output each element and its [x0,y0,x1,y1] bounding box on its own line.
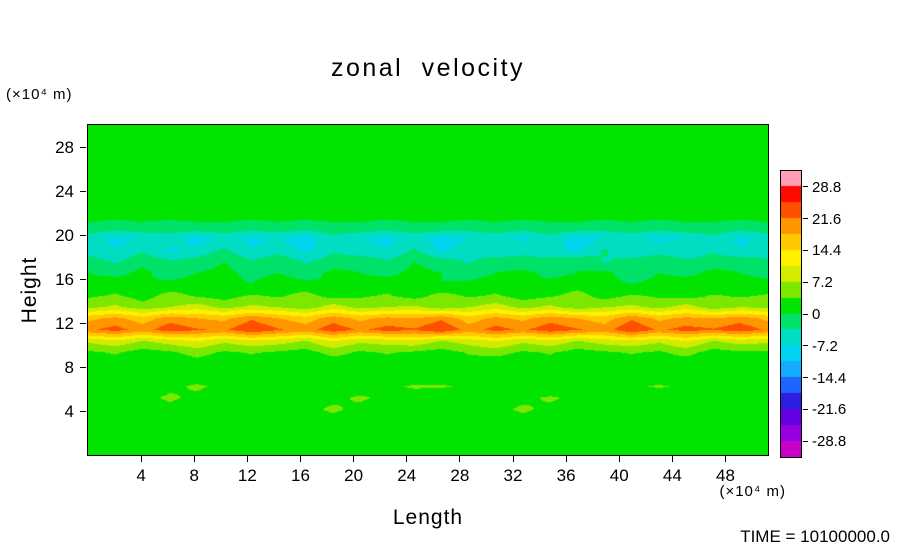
colorbar-tick-label: 0 [812,306,821,323]
colorbar-tick-label: 28.8 [812,178,842,196]
y-tick-label: 24 [55,182,74,201]
x-tick-mark [300,456,301,462]
y-axis-unit-label: (×10⁴ m) [6,86,73,103]
x-tick-label: 8 [189,466,199,485]
y-tick-mark [80,234,86,236]
x-tick-label: 36 [556,466,576,485]
y-tick-label: 16 [55,270,74,289]
x-tick-label: 16 [291,466,310,485]
y-tick-mark [80,146,86,148]
y-tick-label: 20 [55,226,74,245]
y-tick-label: 4 [64,402,74,421]
x-tick-label: 44 [662,466,682,485]
x-tick-label: 28 [450,466,470,485]
x-tick-label: 4 [136,466,146,485]
colorbar-tick-mark [803,249,808,251]
colorbar-tick-label: -21.6 [812,401,847,419]
x-tick-mark [193,456,195,462]
colorbar-tick-label: -14.4 [812,369,847,387]
x-tick-mark [406,456,408,462]
y-tick-mark [80,366,86,368]
x-tick-label: 32 [503,466,523,485]
x-axis-title: Length [392,506,464,529]
x-tick-mark [565,456,567,462]
time-label: TIME = 10100000.0 [740,527,890,544]
colorbar-tick-label: 14.4 [812,242,842,260]
colorbar-tick-mark [803,408,808,410]
x-tick-mark [140,456,142,462]
x-tick-mark [671,456,673,462]
colorbar-tick-mark [803,345,808,347]
colorbar-tick-mark [803,377,808,379]
colorbar-tick-label: -28.8 [812,433,847,451]
colorbar-tick-label: 7.2 [812,274,833,292]
y-tick-mark [80,190,86,192]
colorbar-tick-mark [803,313,808,315]
heatmap-canvas [87,124,769,456]
colorbar-tick-mark [803,218,808,220]
colorbar-tick-label: 21.6 [812,210,842,228]
x-tick-label: 24 [397,466,417,485]
x-tick-mark [459,456,461,462]
y-tick-mark [80,278,86,280]
x-tick-mark [512,456,514,462]
x-axis-unit-label: (×10⁴ m) [719,483,786,500]
y-tick-label: 12 [55,314,74,333]
y-tick-mark [80,322,86,324]
y-tick-label: 28 [55,138,74,157]
x-tick-label: 48 [716,466,735,485]
x-tick-mark [725,456,726,462]
x-tick-mark [618,456,620,462]
colorbar-tick-label: -7.2 [812,337,838,355]
x-tick-mark [353,456,355,462]
colorbar-tick-mark [803,186,808,188]
x-tick-label: 20 [344,466,364,485]
chart-title: zonal velocity [330,54,526,82]
colorbar-tick-mark [803,440,808,442]
x-tick-label: 40 [609,466,629,485]
x-tick-label: 12 [237,466,257,485]
y-tick-mark [80,410,86,412]
colorbar-canvas [780,170,802,458]
y-tick-label: 8 [64,358,74,377]
colorbar-tick-mark [803,281,808,283]
x-tick-mark [246,456,248,462]
